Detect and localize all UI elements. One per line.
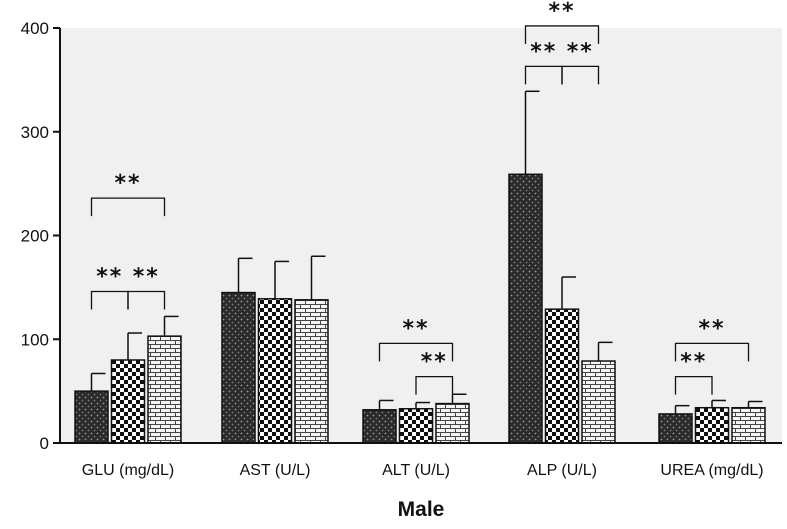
x-tick-label-4: UREA (mg/dL): [660, 462, 763, 479]
bar-checker-0: [110, 359, 146, 444]
significance-label-3: **: [402, 316, 429, 341]
bar-brick-1: [294, 299, 329, 444]
y-tick-label-400: 400: [21, 19, 49, 38]
y-ticks-layer: 0 100 200 300 400: [21, 19, 60, 453]
bar-dark-dots-1: [221, 291, 256, 444]
significance-bracket-8: [674, 342, 750, 362]
significance-label-7: **: [567, 39, 594, 64]
y-tick-label-100: 100: [21, 330, 49, 349]
significance-bracket-0: [90, 197, 166, 217]
x-tick-label-3: ALP (U/L): [527, 462, 597, 479]
bar-dark-dots-3: [508, 173, 543, 444]
error-bars-layer: [90, 90, 763, 414]
bar-brick-4: [731, 406, 766, 444]
significance-label-1: **: [96, 265, 123, 290]
bar-brick-3: [581, 360, 616, 444]
significance-label-5: **: [548, 0, 575, 24]
significance-bracket-3: [378, 342, 454, 362]
bar-brick-0: [147, 335, 182, 444]
x-category-layer: GLU (mg/dL) AST (U/L) ALT (U/L) ALP (U/L) UR…: [82, 462, 764, 479]
significance-bracket-7: [561, 65, 600, 85]
significance-bracket-4: [415, 375, 454, 395]
bar-checker-3: [544, 308, 580, 444]
y-tick-label-200: 200: [21, 227, 49, 246]
bar-checker-1: [257, 298, 293, 444]
significance-label-9: **: [680, 350, 707, 375]
significance-label-6: **: [530, 39, 557, 64]
significance-label-8: **: [698, 316, 725, 341]
significance-bracket-2: [127, 290, 166, 310]
significance-bracket-5: [524, 25, 600, 44]
x-tick-label-2: ALT (U/L): [382, 462, 450, 479]
significance-label-0: **: [114, 171, 141, 196]
significance-bracket-9: [674, 375, 713, 395]
significance-label-4: **: [421, 350, 448, 375]
bar-brick-2: [435, 402, 470, 444]
significance-layer: ** ** ** ** ** ** ** ** ** **: [90, 0, 750, 395]
bar-dark-dots-4: [658, 413, 693, 444]
y-tick-label-300: 300: [21, 123, 49, 142]
y-tick-label-0: 0: [40, 434, 49, 453]
bars-layer: [74, 173, 766, 444]
bar-dark-dots-0: [74, 390, 109, 444]
x-axis-title: Male: [398, 498, 445, 521]
significance-label-2: **: [133, 265, 160, 290]
bar-checker-4: [694, 406, 730, 444]
bar-dark-dots-2: [362, 409, 397, 444]
bar-checker-2: [398, 408, 434, 444]
x-tick-label-1: AST (U/L): [240, 462, 311, 479]
x-tick-label-0: GLU (mg/dL): [82, 462, 174, 479]
